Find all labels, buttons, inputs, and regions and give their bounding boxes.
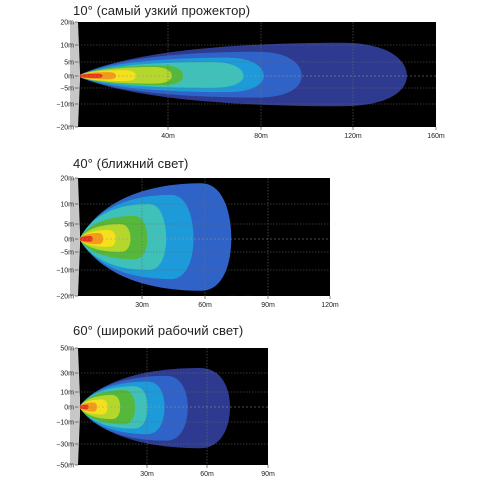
- y-tick-label: −20m: [56, 124, 74, 131]
- panel-3-title: 60° (широкий рабочий свет): [73, 323, 244, 338]
- intensity-contours: [80, 368, 230, 449]
- x-tick-label: 80m: [254, 133, 268, 140]
- y-tick-label: 30m: [60, 370, 74, 377]
- y-tick-label: 10m: [60, 42, 74, 49]
- y-tick-label: −5m: [60, 85, 74, 92]
- y-tick-label: −30m: [56, 441, 74, 448]
- x-tick-label: 90m: [261, 302, 275, 309]
- panel-1-title: 10° (самый узкий прожектор): [73, 3, 251, 18]
- x-tick-label: 160m: [427, 133, 445, 140]
- beam-pattern-chart-10deg: 20m 10m 5m 0m −5m −10m −20m 40m 80m 120m 160m: [56, 19, 445, 140]
- x-tick-label: 60m: [200, 471, 214, 478]
- x-tick-label: 60m: [198, 302, 212, 309]
- y-tick-label: 20m: [60, 19, 74, 26]
- y-tick-label: 20m: [60, 175, 74, 182]
- y-tick-label: 50m: [60, 345, 74, 352]
- x-tick-label: 120m: [344, 133, 362, 140]
- intensity-contours: [80, 183, 301, 296]
- y-tick-label: −5m: [60, 249, 74, 256]
- lamp-housing-icon: [70, 22, 80, 127]
- y-tick-label: 5m: [64, 59, 74, 66]
- x-tick-label: 30m: [140, 471, 154, 478]
- y-tick-label: −50m: [56, 462, 74, 469]
- y-tick-label: −10m: [56, 419, 74, 426]
- y-tick-label: 10m: [60, 201, 74, 208]
- y-tick-label: −10m: [56, 267, 74, 274]
- y-tick-label: 0m: [64, 404, 74, 411]
- x-tick-label: 40m: [161, 133, 175, 140]
- grid-lines: [78, 178, 330, 296]
- panel-2-title: 40° (ближний свет): [73, 156, 189, 171]
- contour-level-9: [80, 404, 89, 410]
- x-tick-label: 90m: [261, 471, 275, 478]
- y-tick-label: −10m: [56, 101, 74, 108]
- intensity-contours: [80, 42, 407, 107]
- y-tick-label: −20m: [56, 293, 74, 300]
- x-tick-label: 120m: [321, 302, 339, 309]
- y-tick-label: 10m: [60, 389, 74, 396]
- grid-lines: [78, 348, 268, 465]
- beam-pattern-chart-40deg: 20m 10m 5m 0m −5m −10m −20m 30m 60m 90m 120m: [56, 175, 339, 309]
- x-tick-label: 30m: [135, 302, 149, 309]
- lamp-housing-icon: [70, 178, 80, 296]
- beam-pattern-chart-60deg: 50m 30m 10m 0m −10m −30m −50m 30m 60m 90m: [56, 345, 275, 478]
- grid-lines: [78, 22, 436, 127]
- y-tick-label: 0m: [64, 73, 74, 80]
- y-tick-label: 5m: [64, 221, 74, 228]
- lamp-housing-icon: [70, 348, 80, 465]
- y-tick-label: 0m: [64, 236, 74, 243]
